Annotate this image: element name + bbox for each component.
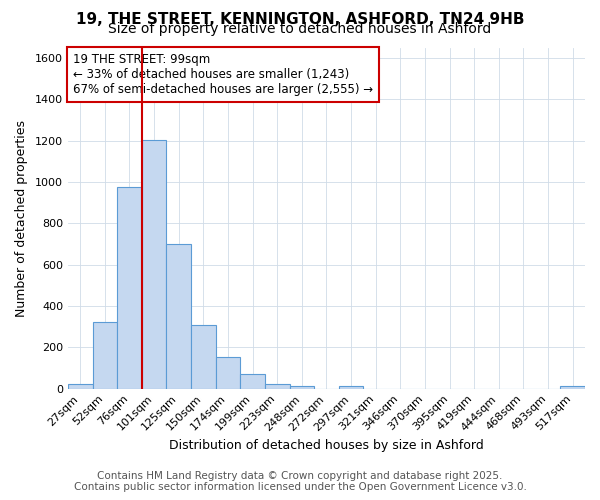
Text: Size of property relative to detached houses in Ashford: Size of property relative to detached ho… (109, 22, 491, 36)
Bar (117, 187, 142, 388)
Bar (142, 140, 166, 388)
Bar (290, 386, 314, 388)
Text: 19, THE STREET, KENNINGTON, ASHFORD, TN24 9HB: 19, THE STREET, KENNINGTON, ASHFORD, TN2… (76, 12, 524, 28)
X-axis label: Distribution of detached houses by size in Ashford: Distribution of detached houses by size … (169, 440, 484, 452)
Text: Contains HM Land Registry data © Crown copyright and database right 2025.
Contai: Contains HM Land Registry data © Crown c… (74, 471, 526, 492)
Y-axis label: Number of detached properties: Number of detached properties (15, 120, 28, 316)
Bar (240, 374, 265, 388)
Bar (215, 356, 240, 388)
Bar (560, 386, 585, 388)
Bar (191, 324, 215, 388)
Bar (339, 386, 364, 388)
Bar (166, 244, 191, 388)
Bar (92, 322, 117, 388)
Bar (265, 384, 290, 388)
Text: 19 THE STREET: 99sqm
← 33% of detached houses are smaller (1,243)
67% of semi-de: 19 THE STREET: 99sqm ← 33% of detached h… (73, 52, 373, 96)
Bar (68, 384, 92, 388)
